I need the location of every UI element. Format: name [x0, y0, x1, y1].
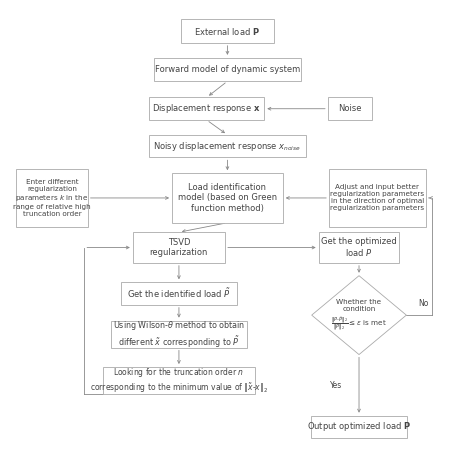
FancyBboxPatch shape [149, 97, 264, 120]
FancyBboxPatch shape [103, 367, 255, 394]
Text: Noisy displacement response $x_{noise}$: Noisy displacement response $x_{noise}$ [154, 140, 301, 153]
FancyBboxPatch shape [319, 232, 400, 263]
FancyBboxPatch shape [172, 173, 283, 223]
FancyBboxPatch shape [181, 19, 273, 43]
Text: External load $\mathbf{P}$: External load $\mathbf{P}$ [194, 26, 260, 37]
Text: Whether the
condition
$\frac{\|P\text{-}\tilde{P}\|_2}{\|P\|_2}\leq\varepsilon$ : Whether the condition $\frac{\|P\text{-}… [331, 298, 387, 332]
FancyBboxPatch shape [149, 135, 306, 157]
Text: Adjust and input better
regularization parameters
in the direction of optimal
re: Adjust and input better regularization p… [330, 185, 425, 212]
Text: Get the optimized
load $P$: Get the optimized load $P$ [321, 237, 397, 258]
Text: Output optimized load $\mathbf{P}$: Output optimized load $\mathbf{P}$ [307, 420, 411, 433]
FancyBboxPatch shape [310, 416, 408, 438]
FancyBboxPatch shape [133, 232, 225, 263]
Text: Get the identified load $\tilde{P}$: Get the identified load $\tilde{P}$ [127, 287, 231, 300]
Text: Enter different
regularization
parameters $k$ in the
range of relative high
trun: Enter different regularization parameter… [13, 179, 91, 217]
Text: Using Wilson-$\theta$ method to obtain
different $\tilde{x}$ corresponding to $\: Using Wilson-$\theta$ method to obtain d… [113, 319, 245, 350]
Polygon shape [312, 276, 406, 354]
Text: Load identification
model (based on Green
function method): Load identification model (based on Gree… [178, 183, 277, 213]
Text: Looking for the truncation order $n$
corresponding to the minimum value of $\|\t: Looking for the truncation order $n$ cor… [90, 366, 268, 395]
Text: Forward model of dynamic system: Forward model of dynamic system [155, 65, 300, 74]
FancyBboxPatch shape [111, 320, 247, 347]
Text: Yes: Yes [330, 381, 342, 390]
Text: Noise: Noise [338, 104, 362, 113]
Text: TSVD
regularization: TSVD regularization [150, 238, 208, 257]
FancyBboxPatch shape [16, 168, 88, 227]
FancyBboxPatch shape [154, 58, 301, 81]
FancyBboxPatch shape [328, 97, 372, 120]
FancyBboxPatch shape [329, 168, 426, 227]
Text: Displacement response $\mathbf{x}$: Displacement response $\mathbf{x}$ [153, 102, 261, 115]
Text: No: No [418, 299, 428, 308]
FancyBboxPatch shape [121, 282, 237, 305]
